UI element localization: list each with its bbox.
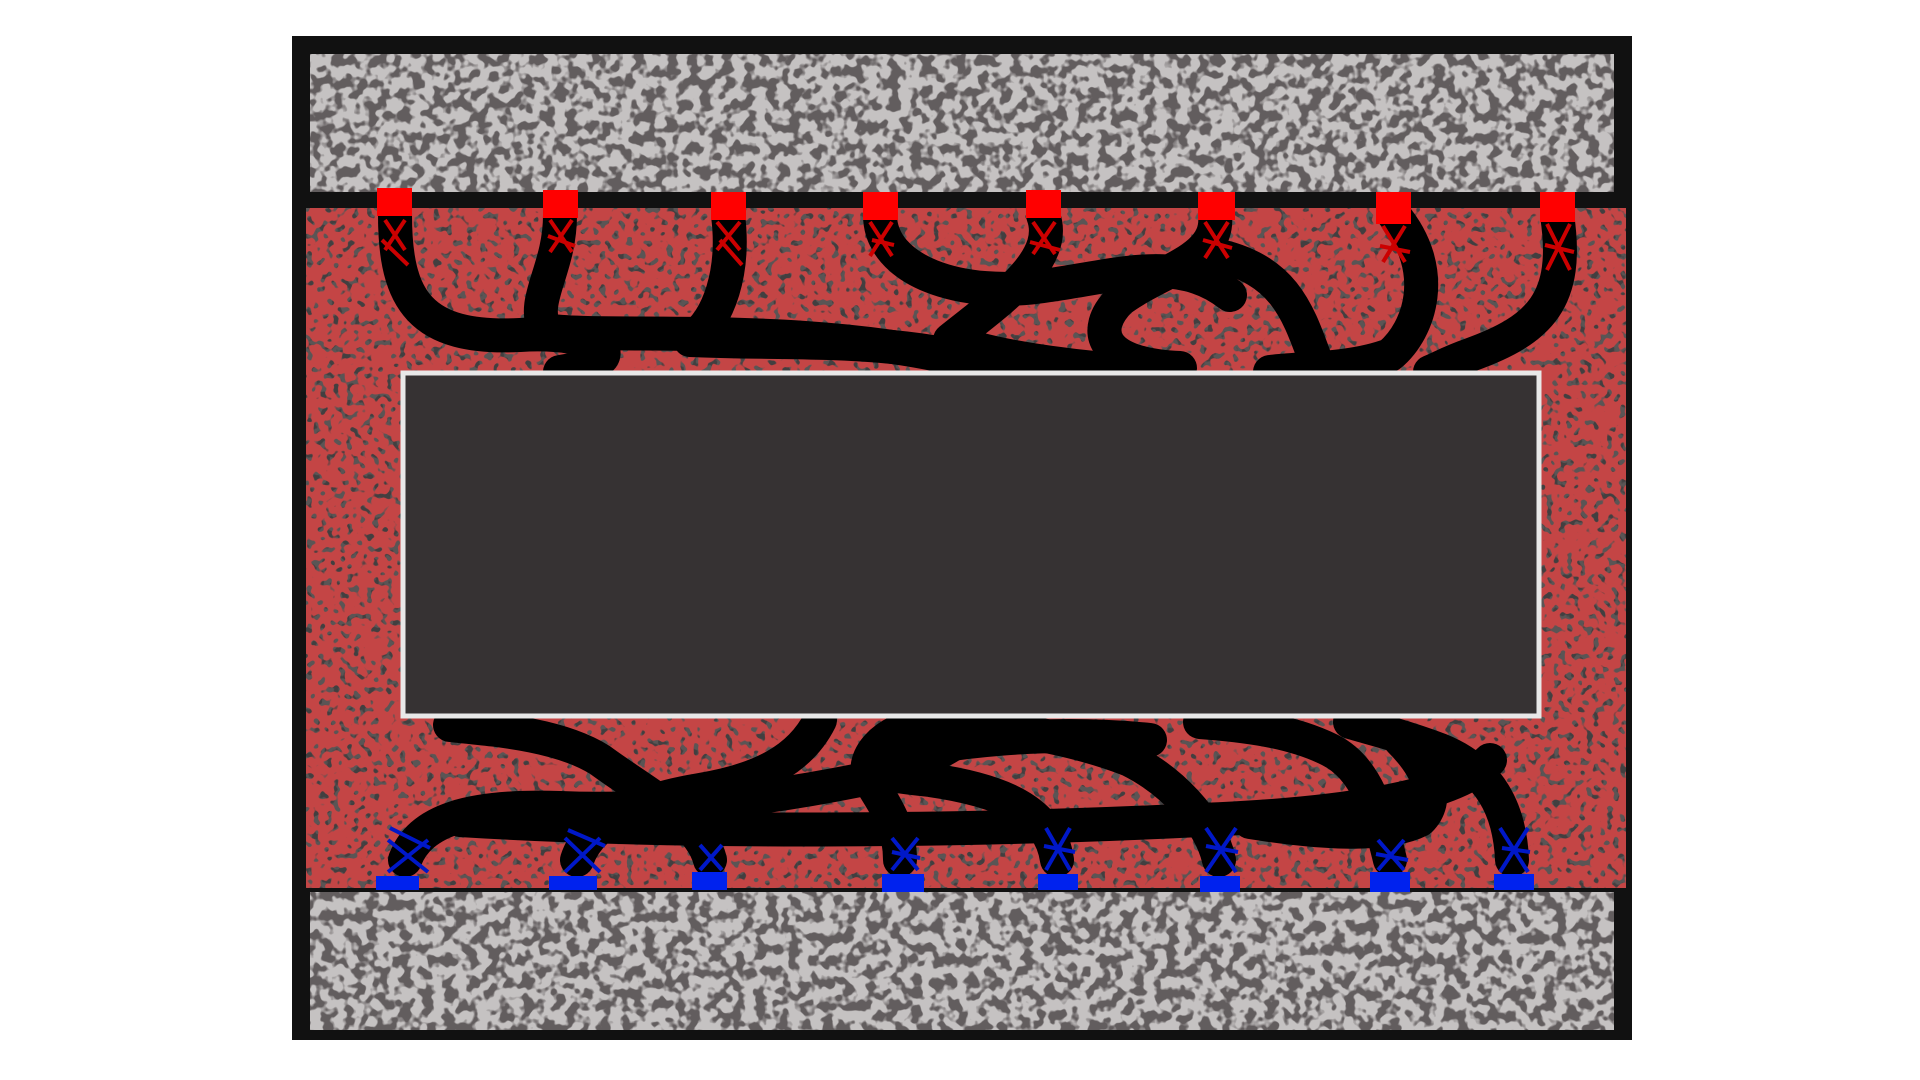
- connector-top-1: [377, 188, 412, 216]
- connector-top-6: [1198, 192, 1235, 220]
- connector-bottom-3: [692, 872, 727, 890]
- cable-bottom-10: [1233, 723, 1448, 849]
- connector-bottom-7: [1370, 872, 1410, 892]
- connector-top-7: [1376, 192, 1411, 224]
- bottom-rail: [310, 892, 1614, 1030]
- cable-top-1: [378, 198, 621, 389]
- connector-bottom-8: [1494, 874, 1534, 890]
- cable-top-8: [1413, 198, 1577, 389]
- connector-bottom-4: [882, 874, 924, 892]
- connector-top-3: [711, 192, 746, 220]
- connector-bottom-1: [376, 876, 419, 890]
- connector-top-8: [1540, 192, 1575, 222]
- connector-top-5: [1026, 190, 1061, 218]
- cable-bundle: [378, 198, 1577, 877]
- connector-top-2: [543, 190, 578, 218]
- connector-bottom-5: [1038, 874, 1078, 890]
- bottom-connectors: [376, 826, 1534, 892]
- cable-top-5: [933, 198, 1167, 389]
- connector-top-4: [863, 192, 898, 220]
- cable-top-3: [673, 198, 1037, 389]
- cable-bottom-9: [443, 743, 1507, 847]
- connector-bottom-6: [1200, 876, 1240, 892]
- center-panel: [400, 370, 1542, 719]
- top-connectors: [377, 188, 1575, 271]
- cable-top-9: [1198, 238, 1337, 389]
- connector-bottom-2: [549, 876, 597, 890]
- top-rail: [310, 54, 1614, 192]
- cable-bottom-8: [1333, 705, 1529, 877]
